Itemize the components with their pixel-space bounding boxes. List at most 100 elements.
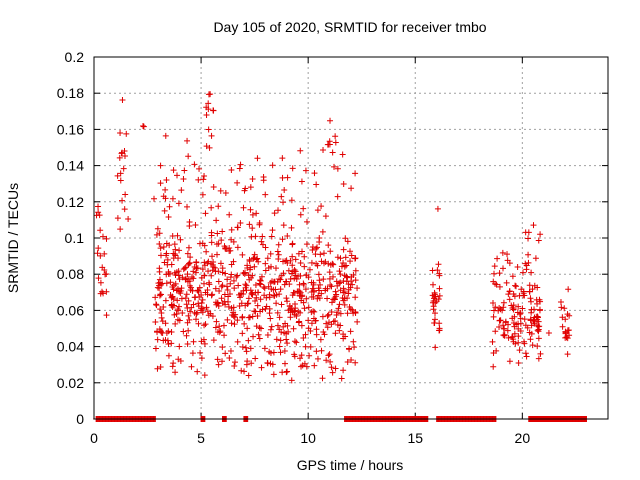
data-point [163, 250, 170, 257]
data-point [202, 210, 209, 217]
data-point [208, 272, 215, 279]
data-point [332, 365, 339, 372]
data-point [505, 321, 512, 328]
data-point [345, 281, 352, 288]
data-point [234, 179, 241, 186]
data-point [190, 275, 197, 282]
data-point [240, 269, 247, 276]
data-point [253, 256, 260, 263]
data-point [238, 367, 245, 374]
data-point [313, 348, 320, 355]
data-point [249, 313, 256, 320]
data-point [346, 346, 353, 353]
data-point [205, 106, 212, 113]
data-point [297, 260, 304, 267]
data-point [319, 228, 326, 235]
data-point [280, 270, 287, 277]
data-point [500, 304, 507, 311]
data-point [162, 132, 169, 139]
data-point [235, 282, 242, 289]
data-point [352, 267, 359, 274]
data-point [186, 316, 193, 323]
data-point [236, 302, 243, 309]
data-point [526, 282, 533, 289]
data-point [191, 161, 198, 168]
y-tick-label: 0 [76, 411, 84, 427]
data-point [434, 267, 441, 274]
data-point [140, 123, 147, 130]
data-point [298, 297, 305, 304]
data-point [506, 260, 513, 267]
data-point [225, 303, 232, 310]
data-point [248, 233, 255, 240]
data-point [261, 345, 268, 352]
data-point [262, 267, 269, 274]
data-point [509, 333, 516, 340]
data-point [203, 248, 210, 255]
data-point [515, 339, 522, 346]
data-point [332, 330, 339, 337]
data-point [157, 162, 164, 169]
data-point [292, 305, 299, 312]
data-point [175, 356, 182, 363]
data-point [175, 268, 182, 275]
data-point [325, 260, 332, 267]
data-point [205, 126, 212, 133]
data-point [352, 255, 359, 262]
data-point [339, 151, 346, 158]
data-point [274, 248, 281, 255]
data-point [327, 358, 334, 365]
data-point [314, 355, 321, 362]
data-point [185, 312, 192, 319]
data-point [297, 355, 304, 362]
data-point [171, 311, 178, 318]
data-point [116, 154, 123, 161]
data-point [228, 226, 235, 233]
data-point [193, 265, 200, 272]
data-point [243, 348, 250, 355]
data-point [535, 237, 542, 244]
data-point [336, 280, 343, 287]
data-point [290, 325, 297, 332]
data-point [224, 276, 231, 283]
data-point [509, 273, 516, 280]
data-point [179, 309, 186, 316]
data-point [153, 302, 160, 309]
data-point [215, 268, 222, 275]
data-point [117, 170, 124, 177]
y-axis-label: SRMTID / TECUs [5, 183, 21, 293]
data-point [314, 262, 321, 269]
data-point [245, 372, 252, 379]
data-point [344, 238, 351, 245]
data-point [267, 326, 274, 333]
data-point [162, 297, 169, 304]
data-point [268, 263, 275, 270]
data-point [217, 260, 224, 267]
data-point [336, 301, 343, 308]
data-point [284, 174, 291, 181]
data-point [518, 286, 525, 293]
data-point [185, 297, 192, 304]
data-point [209, 267, 216, 274]
data-point [562, 334, 569, 341]
data-point [219, 344, 226, 351]
data-point [317, 281, 324, 288]
data-point [510, 291, 517, 298]
data-point [219, 265, 226, 272]
data-point [241, 368, 248, 375]
y-tick-label: 0.16 [57, 121, 84, 137]
data-point [517, 315, 524, 322]
data-point [337, 255, 344, 262]
data-point [515, 303, 522, 310]
data-point [326, 138, 333, 145]
data-point [434, 205, 441, 212]
data-point [525, 235, 532, 242]
data-point [509, 305, 516, 312]
data-point [114, 172, 121, 179]
data-point [184, 341, 191, 348]
data-point [248, 290, 255, 297]
data-point [545, 329, 552, 336]
data-point [301, 305, 308, 312]
data-point [198, 292, 205, 299]
data-point [209, 313, 216, 320]
